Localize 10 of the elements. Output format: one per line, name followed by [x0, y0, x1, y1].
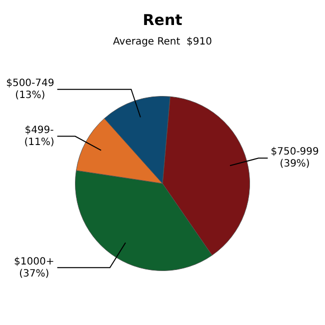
slice-label: $750-999 [270, 146, 319, 158]
data-label: (37%) [19, 268, 50, 280]
chart-title: Rent [142, 10, 182, 29]
slice-label: $499- [24, 124, 54, 136]
data-label: (11%) [24, 136, 54, 148]
chart-subtitle: Average Rent $910 [113, 36, 212, 48]
data-label: (13%) [15, 90, 46, 101]
data-label: (39%) [280, 158, 310, 170]
slice-label: $1000+ [14, 256, 54, 268]
slice-label: $500-749 [6, 78, 54, 89]
